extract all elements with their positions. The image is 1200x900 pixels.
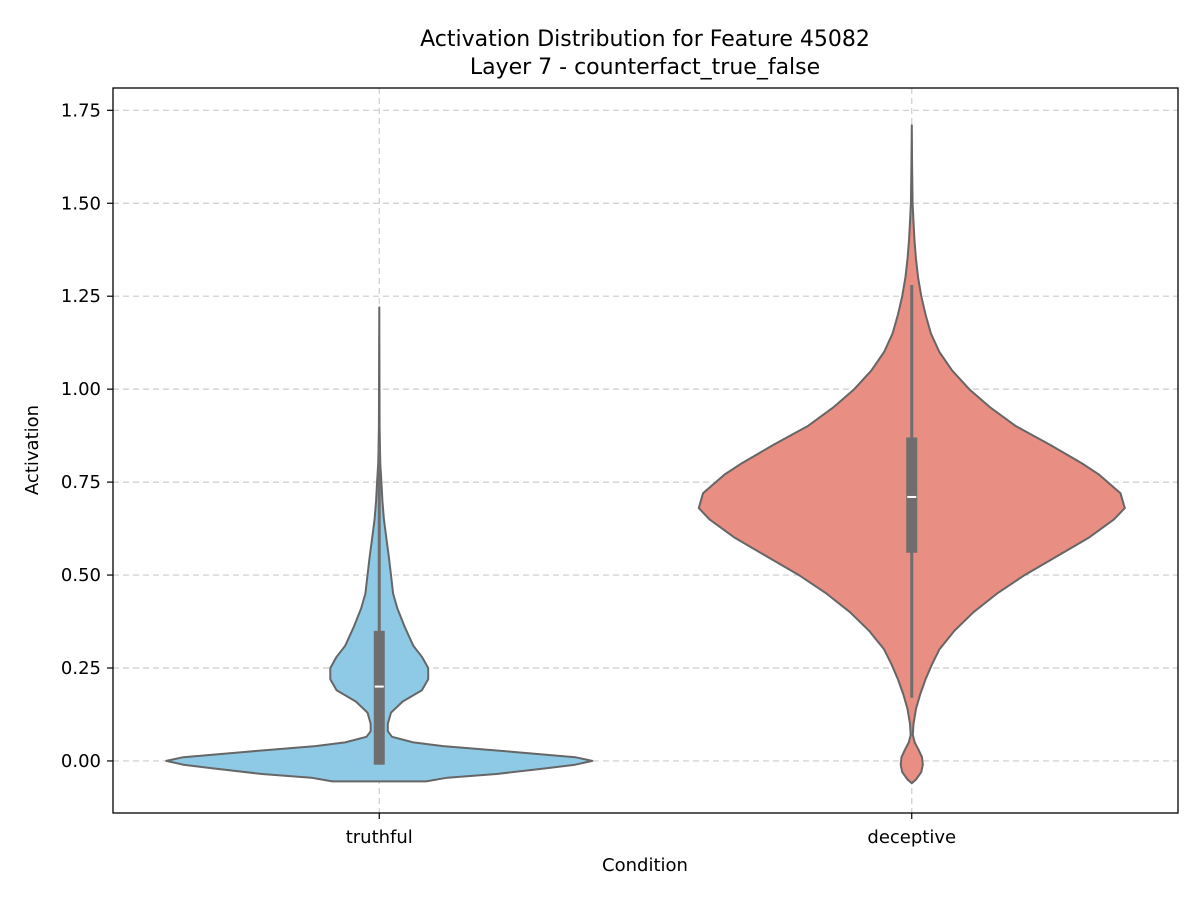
chart-title: Activation Distribution for Feature 4508… [420, 27, 870, 52]
x-tick-label-truthful: truthful [346, 827, 413, 848]
y-tick-label: 1.00 [61, 379, 101, 400]
y-tick-label: 0.75 [61, 472, 101, 493]
iqr-box-truthful [373, 630, 385, 765]
y-tick-label: 1.50 [61, 193, 101, 214]
y-tick-label: 0.00 [61, 751, 101, 772]
box-plots [373, 285, 918, 765]
chart-subtitle: Layer 7 - counterfact_true_false [470, 55, 820, 80]
x-axis-label: Condition [602, 855, 688, 876]
y-tick-label: 1.75 [61, 100, 101, 121]
x-axis-ticks: truthful deceptive [346, 813, 956, 848]
x-tick-label-deceptive: deceptive [867, 827, 956, 848]
y-tick-label: 1.25 [61, 286, 101, 307]
iqr-box-deceptive [906, 437, 918, 553]
y-axis-label: Activation [22, 405, 43, 495]
plot-frame [112, 87, 1179, 814]
y-axis-ticks: 0.00 0.25 0.50 0.75 1.00 1.25 1.50 1.75 [61, 100, 113, 772]
y-tick-label: 0.50 [61, 565, 101, 586]
violins [165, 124, 1126, 785]
y-tick-label: 0.25 [61, 658, 101, 679]
